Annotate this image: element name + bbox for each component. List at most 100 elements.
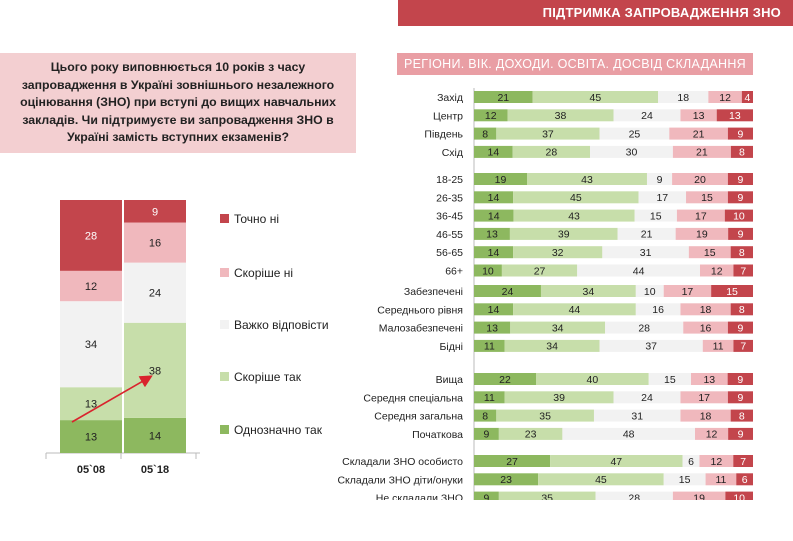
bar-value-label: 21 (641, 229, 653, 241)
bar-segment (728, 427, 753, 440)
bar-value-label: 15 (701, 192, 713, 204)
bar-segment (663, 473, 706, 486)
bar-segment (680, 391, 728, 404)
bar-value-label: 14 (488, 192, 500, 204)
bar-value-label: 28 (85, 230, 97, 242)
bar-value-label: 16 (149, 238, 161, 250)
bar-value-label: 12 (85, 281, 97, 293)
bar-value-label: 8 (739, 147, 745, 159)
bar-segment (124, 417, 186, 453)
bar-segment (550, 455, 683, 467)
bar-value-label: 13 (85, 399, 97, 411)
bar-value-label: 34 (85, 339, 97, 351)
bar-value-label: 13 (486, 322, 498, 334)
bar-segment (669, 127, 728, 140)
bar-segment (504, 391, 614, 404)
bar-value-label: 9 (738, 322, 744, 334)
bar-segment (635, 285, 664, 297)
bar-value-label: 12 (719, 92, 731, 104)
legend-label: Скоріше ні (234, 266, 293, 280)
bar-segment (577, 264, 700, 277)
bar-segment (474, 145, 513, 158)
bar-segment (730, 409, 753, 422)
bar-value-label: 47 (610, 456, 622, 468)
bar-segment (124, 262, 186, 323)
bar-value-label: 21 (693, 128, 705, 140)
row-label: 46-55 (436, 229, 463, 241)
bar-segment (672, 173, 728, 185)
bar-segment (716, 109, 753, 122)
bar-segment (727, 191, 753, 204)
bar-segment (613, 109, 681, 122)
bar-segment (504, 339, 600, 352)
header-title: ПІДТРИМКА ЗАПРОВАДЖЕННЯ ЗНО (542, 5, 781, 20)
bar-segment (474, 339, 505, 352)
bar-value-label: 15 (704, 247, 716, 259)
bar-value-label: 24 (641, 392, 653, 404)
bar-segment (733, 339, 753, 352)
bar-segment (496, 409, 594, 422)
bar-segment (60, 387, 122, 421)
bar-segment (727, 391, 753, 404)
bar-value-label: 27 (506, 456, 518, 468)
bar-segment (672, 491, 726, 500)
bar-segment (646, 173, 673, 185)
bar-segment (124, 200, 186, 223)
bar-value-label: 17 (656, 192, 668, 204)
x-tick-label: 05`18 (141, 464, 169, 476)
row-label: Південь (424, 129, 463, 141)
bar-value-label: 45 (570, 192, 582, 204)
bar-segment (658, 91, 709, 103)
bar-segment (474, 391, 505, 404)
bar-value-label: 21 (497, 92, 509, 104)
bar-value-label: 14 (488, 210, 500, 222)
row-label: Не складали ЗНО (376, 493, 463, 500)
row-label: Середня спеціальна (363, 392, 463, 404)
bar-segment (513, 246, 603, 259)
bar-segment (60, 200, 122, 271)
bar-value-label: 13 (703, 374, 715, 386)
bar-value-label: 8 (739, 410, 745, 422)
bar-value-label: 11 (713, 341, 724, 353)
bar-value-label: 35 (539, 410, 551, 422)
bar-segment (60, 301, 122, 388)
bar-value-label: 9 (737, 374, 743, 386)
bar-value-label: 17 (698, 392, 710, 404)
bar-segment (474, 373, 536, 385)
bar-segment (124, 322, 186, 418)
bar-value-label: 28 (628, 492, 640, 500)
row-label: Складали ЗНО діти/онуки (337, 474, 463, 486)
bar-value-label: 28 (546, 147, 558, 159)
bar-segment (498, 427, 563, 440)
bar-segment (474, 191, 514, 204)
bar-segment (725, 491, 753, 500)
bar-segment (634, 209, 677, 222)
bar-value-label: 18 (700, 304, 712, 316)
bar-value-label: 6 (742, 474, 748, 486)
bar-segment (595, 491, 673, 500)
bar-segment (705, 473, 737, 486)
bar-segment (617, 227, 676, 240)
bar-value-label: 16 (652, 304, 664, 316)
bar-value-label: 32 (552, 247, 564, 259)
bar-value-label: 7 (740, 265, 746, 277)
bar-segment (680, 303, 731, 316)
bar-value-label: 43 (581, 174, 593, 186)
bar-segment (60, 270, 122, 302)
bar-value-label: 44 (569, 304, 581, 316)
trend-arrow (71, 375, 153, 423)
bar-value-label: 34 (552, 322, 564, 334)
legend-label: Однозначно так (234, 423, 323, 437)
bar-segment (513, 209, 635, 222)
bar-value-label: 39 (558, 229, 570, 241)
bar-segment (474, 321, 511, 334)
bar-segment (682, 455, 700, 467)
bar-segment (474, 264, 502, 277)
bar-segment (680, 409, 731, 422)
row-label: 56-65 (436, 247, 463, 259)
bar-segment (730, 246, 753, 259)
bar-segment (727, 321, 753, 334)
bar-segment (474, 285, 541, 297)
legend-swatch (220, 320, 229, 329)
row-label: 18-25 (436, 174, 463, 186)
